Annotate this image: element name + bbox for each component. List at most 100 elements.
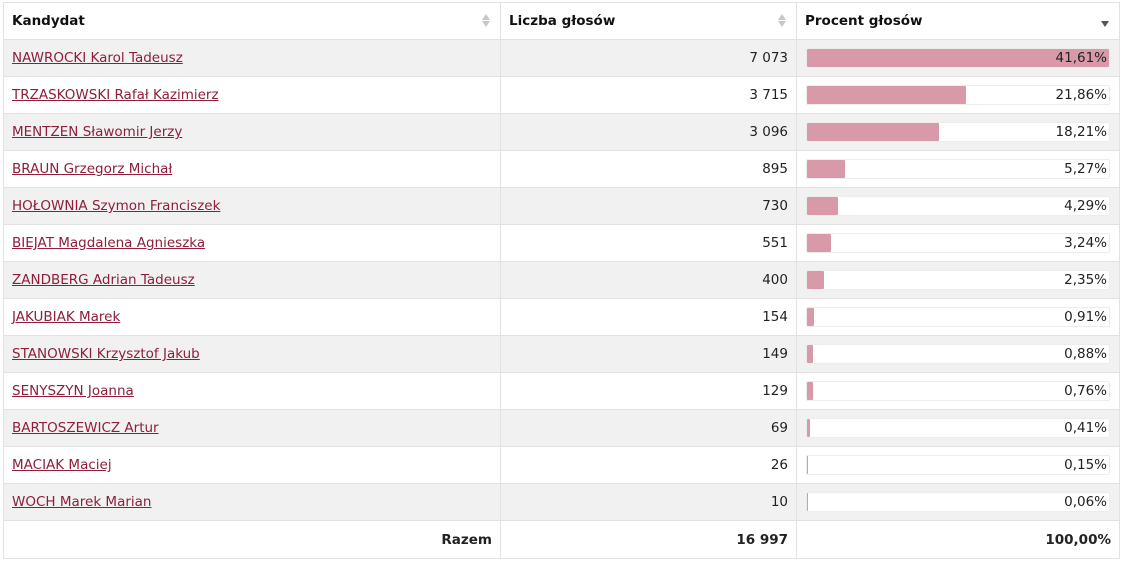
percent-bar: 0,91% [806,307,1110,327]
column-header-candidate[interactable]: Kandydat [3,2,501,40]
table-row: SENYSZYN Joanna 129 0,76% [3,372,1120,410]
percent-cell: 41,61% [796,39,1120,77]
table-row: JAKUBIAK Marek 154 0,91% [3,298,1120,336]
candidate-link[interactable]: NAWROCKI Karol Tadeusz [12,50,183,66]
sort-descending-icon [778,21,786,27]
candidate-link[interactable]: STANOWSKI Krzysztof Jakub [12,346,200,362]
percent-bar-fill [807,86,966,104]
percent-cell: 18,21% [796,113,1120,151]
percent-value: 5,27% [1064,161,1107,177]
candidate-link[interactable]: BRAUN Grzegorz Michał [12,161,173,177]
votes-cell: 129 [500,372,797,410]
votes-cell: 400 [500,261,797,299]
percent-bar-fill [807,308,814,326]
percent-bar: 0,41% [806,418,1110,438]
percent-bar: 21,86% [806,85,1110,105]
total-row: Razem 16 997 100,00% [3,520,1120,559]
total-votes: 16 997 [500,520,797,559]
table-header-row: Kandydat Liczba głosów Procent głosów [3,2,1120,40]
percent-value: 3,24% [1064,235,1107,251]
percent-bar: 5,27% [806,159,1110,179]
column-header-percent[interactable]: Procent głosów [796,2,1120,40]
table-row: NAWROCKI Karol Tadeusz 7 073 41,61% [3,39,1120,77]
candidate-cell: JAKUBIAK Marek [3,298,501,336]
candidate-link[interactable]: JAKUBIAK Marek [12,309,121,325]
percent-bar: 0,76% [806,381,1110,401]
votes-cell: 730 [500,187,797,225]
sort-icon[interactable] [482,14,490,27]
results-table: Kandydat Liczba głosów Procent głosów [3,2,1120,559]
votes-cell: 7 073 [500,39,797,77]
percent-value: 0,41% [1064,420,1107,436]
percent-bar: 0,15% [806,455,1110,475]
table-row: BIEJAT Magdalena Agnieszka 551 3,24% [3,224,1120,262]
votes-cell: 10 [500,483,797,521]
column-header-votes[interactable]: Liczba głosów [500,2,797,40]
sort-descending-icon [482,21,490,27]
percent-cell: 21,86% [796,76,1120,114]
sort-descending-active-icon [1101,21,1109,27]
sort-icon[interactable] [778,14,786,27]
percent-value: 0,76% [1064,383,1107,399]
candidate-link[interactable]: HOŁOWNIA Szymon Franciszek [12,198,221,214]
candidate-link[interactable]: ZANDBERG Adrian Tadeusz [12,272,195,288]
candidate-cell: TRZASKOWSKI Rafał Kazimierz [3,76,501,114]
table-row: HOŁOWNIA Szymon Franciszek 730 4,29% [3,187,1120,225]
percent-bar: 2,35% [806,270,1110,290]
votes-cell: 551 [500,224,797,262]
candidate-cell: HOŁOWNIA Szymon Franciszek [3,187,501,225]
candidate-link[interactable]: BARTOSZEWICZ Artur [12,420,159,436]
percent-bar: 18,21% [806,122,1110,142]
percent-bar: 4,29% [806,196,1110,216]
candidate-cell: BARTOSZEWICZ Artur [3,409,501,447]
candidate-link[interactable]: TRZASKOWSKI Rafał Kazimierz [12,87,219,103]
votes-cell: 154 [500,298,797,336]
total-label: Razem [3,520,501,559]
percent-bar-fill [807,271,825,289]
percent-cell: 5,27% [796,150,1120,188]
percent-bar-fill [807,160,846,178]
percent-cell: 0,06% [796,483,1120,521]
percent-bar-fill [807,49,1109,67]
column-header-candidate-label: Kandydat [12,13,85,29]
percent-bar: 0,06% [806,492,1110,512]
table-row: MACIAK Maciej 26 0,15% [3,446,1120,484]
candidate-cell: STANOWSKI Krzysztof Jakub [3,335,501,373]
total-percent: 100,00% [796,520,1120,559]
percent-value: 41,61% [1055,50,1107,66]
sort-ascending-icon [778,14,786,20]
results-table-wrapper: Kandydat Liczba głosów Procent głosów [3,2,1120,559]
candidate-cell: BRAUN Grzegorz Michał [3,150,501,188]
candidate-link[interactable]: MACIAK Maciej [12,457,112,473]
percent-cell: 4,29% [796,187,1120,225]
table-row: BARTOSZEWICZ Artur 69 0,41% [3,409,1120,447]
percent-value: 2,35% [1064,272,1107,288]
sort-icon[interactable] [1101,14,1109,27]
candidate-cell: BIEJAT Magdalena Agnieszka [3,224,501,262]
percent-bar-fill [807,123,940,141]
candidate-link[interactable]: MENTZEN Sławomir Jerzy [12,124,183,140]
candidate-link[interactable]: SENYSZYN Joanna [12,383,134,399]
table-row: MENTZEN Sławomir Jerzy 3 096 18,21% [3,113,1120,151]
percent-cell: 0,76% [796,372,1120,410]
candidate-cell: SENYSZYN Joanna [3,372,501,410]
votes-cell: 69 [500,409,797,447]
percent-cell: 3,24% [796,224,1120,262]
votes-cell: 26 [500,446,797,484]
candidate-link[interactable]: WOCH Marek Marian [12,494,152,510]
column-header-votes-label: Liczba głosów [509,13,616,29]
percent-value: 18,21% [1055,124,1107,140]
candidate-cell: WOCH Marek Marian [3,483,501,521]
candidate-cell: ZANDBERG Adrian Tadeusz [3,261,501,299]
candidate-link[interactable]: BIEJAT Magdalena Agnieszka [12,235,206,251]
table-row: WOCH Marek Marian 10 0,06% [3,483,1120,521]
percent-cell: 0,15% [796,446,1120,484]
percent-cell: 0,88% [796,335,1120,373]
votes-cell: 3 715 [500,76,797,114]
candidate-cell: MENTZEN Sławomir Jerzy [3,113,501,151]
percent-cell: 0,91% [796,298,1120,336]
table-row: ZANDBERG Adrian Tadeusz 400 2,35% [3,261,1120,299]
table-body: NAWROCKI Karol Tadeusz 7 073 41,61% TRZASKO… [3,39,1120,521]
percent-cell: 0,41% [796,409,1120,447]
sort-ascending-icon [482,14,490,20]
